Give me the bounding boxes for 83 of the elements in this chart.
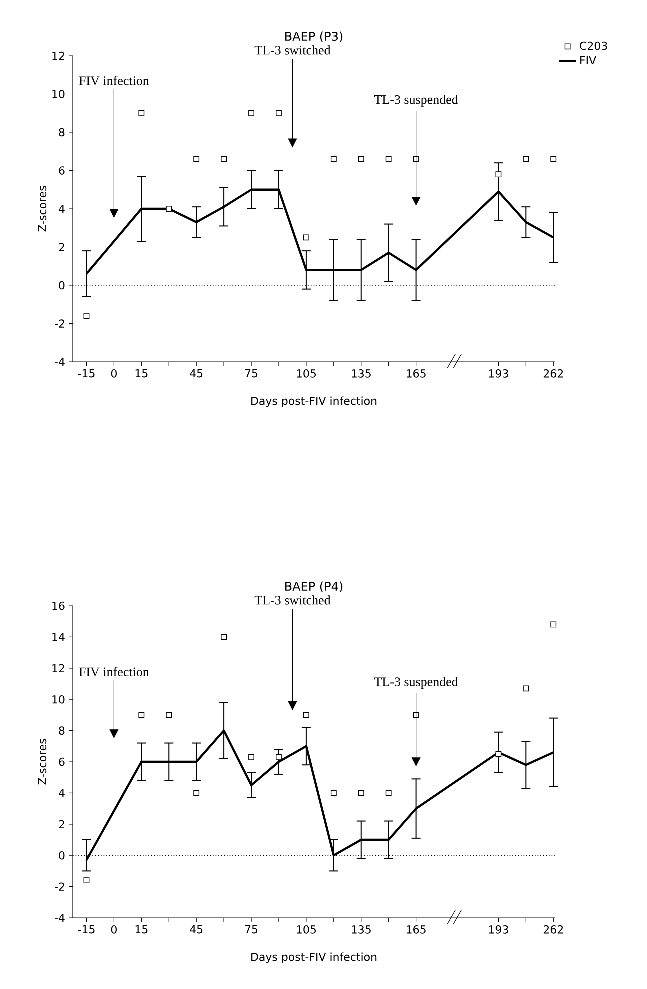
point <box>413 712 420 718</box>
x-tick-label: 105 <box>297 926 316 934</box>
point <box>84 313 90 320</box>
x-tick-label: 15 <box>136 370 148 378</box>
annotation: FIV infection <box>79 76 150 86</box>
x-tick-label: 165 <box>407 370 426 378</box>
y-tick-label: 0 <box>59 851 65 860</box>
point <box>194 156 200 162</box>
x-tick-label: 262 <box>544 370 564 378</box>
text: TL-3 switched <box>254 596 331 605</box>
y-tick-label: 12 <box>52 52 64 60</box>
point <box>138 712 145 718</box>
y-tick-label: -4 <box>55 914 65 922</box>
point <box>550 156 557 162</box>
y-tick-label: 8 <box>59 128 65 137</box>
y-tick-label: 8 <box>59 726 65 735</box>
annotation: TL-3 suspended <box>374 95 458 107</box>
x-tick-label: 15 <box>136 926 148 934</box>
y-axis-title: Z-scores <box>38 739 47 785</box>
y-tick-label: 6 <box>59 166 65 175</box>
point <box>221 634 227 640</box>
y-tick-label: 14 <box>52 633 65 642</box>
y-tick-label: 10 <box>52 695 65 704</box>
point <box>138 110 145 116</box>
x-axis-title: Days post-FIV infection <box>252 952 377 964</box>
point <box>276 754 282 760</box>
point <box>303 712 310 718</box>
point <box>221 156 227 162</box>
y-tick-label: 2 <box>59 243 64 252</box>
x-tick-label: 75 <box>245 926 258 934</box>
point <box>550 622 557 628</box>
y-tick-label: -2 <box>55 882 64 891</box>
legend-label: FIV <box>580 56 596 65</box>
point <box>386 790 392 796</box>
x-axis-title: Days post-FIV infection <box>252 396 377 408</box>
x-tick-label: 0 <box>111 926 117 934</box>
annotation: FIV infection <box>79 667 150 677</box>
point <box>248 110 254 116</box>
point <box>358 156 364 162</box>
point <box>166 712 172 718</box>
x-tick-label: 105 <box>297 370 316 378</box>
point <box>358 790 364 796</box>
y-tick-label: 6 <box>59 758 65 766</box>
legend-label: C203 <box>580 42 608 50</box>
x-tick-label: 75 <box>245 370 258 378</box>
y-tick-label: 2 <box>59 820 64 828</box>
y-tick-label: 4 <box>59 789 65 798</box>
x-tick-label: 193 <box>489 926 508 934</box>
point <box>330 790 337 796</box>
point <box>523 156 530 162</box>
point <box>194 790 200 796</box>
y-tick-label: 16 <box>52 602 65 610</box>
x-tick-label: 165 <box>407 926 426 934</box>
point <box>386 156 392 162</box>
x-tick-label: 45 <box>190 370 203 378</box>
x-tick-label: 262 <box>544 926 564 934</box>
x-tick-label: 135 <box>352 370 371 378</box>
text: TL-3 switched <box>254 46 331 55</box>
x-tick-label: 193 <box>489 370 508 378</box>
x-tick-label: 45 <box>190 926 203 934</box>
y-tick-label: 12 <box>52 664 64 672</box>
x-tick-label: -15 <box>78 926 95 934</box>
point <box>496 751 502 758</box>
point <box>276 110 282 116</box>
point <box>330 156 337 162</box>
point <box>84 878 90 884</box>
chart-title: BAEP (P4) <box>286 582 343 592</box>
point <box>303 234 310 241</box>
point <box>496 172 502 178</box>
x-tick-label: 0 <box>111 370 117 378</box>
point <box>523 686 530 692</box>
point <box>248 754 254 760</box>
x-tick-label: 135 <box>352 926 371 934</box>
point <box>166 206 172 212</box>
y-tick-label: -2 <box>55 320 64 328</box>
y-tick-label: 0 <box>59 281 65 290</box>
x-tick-label: -15 <box>78 370 95 378</box>
y-tick-label: -4 <box>55 358 65 366</box>
y-tick-label: 10 <box>52 90 65 98</box>
y-axis-title: Z-scores <box>38 186 47 232</box>
annotation: TL-3 suspended <box>374 677 458 690</box>
y-tick-label: 4 <box>59 204 65 214</box>
chart-title: BAEP (P3) <box>286 32 343 42</box>
